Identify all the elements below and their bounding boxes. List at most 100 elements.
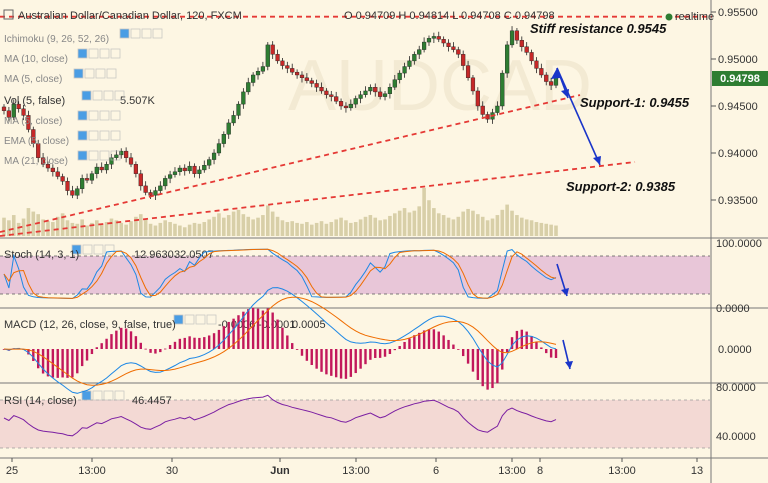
indicator-control-icon[interactable] (88, 48, 99, 59)
indicator-control-icon[interactable] (119, 28, 130, 39)
indicator-control-icon[interactable] (103, 90, 114, 101)
indicator-control-icon[interactable] (77, 48, 88, 59)
volume-bar (554, 225, 558, 236)
stoch-tick-100: 100.0000 (716, 238, 762, 250)
collapse-toggle-icon[interactable] (3, 9, 14, 20)
candle (177, 167, 182, 172)
indicator-control-icon[interactable] (99, 110, 110, 121)
indicator-control-icon[interactable] (152, 28, 163, 39)
volume-bar (490, 218, 495, 236)
volume-bar (21, 218, 26, 236)
indicator-control-icon[interactable] (77, 130, 88, 141)
macd-value-3: 0.0005 (292, 319, 326, 331)
indicator-control-icon[interactable] (77, 150, 88, 161)
candle (270, 44, 275, 55)
ma21-label[interactable]: MA (21, close) (4, 156, 68, 167)
volume-bar (85, 225, 89, 236)
candle (70, 190, 75, 196)
ma10-label[interactable]: MA (10, close) (4, 54, 68, 65)
volume-bar (134, 216, 138, 236)
macd-label[interactable]: MACD (12, 26, close, 9, false, true) (4, 319, 176, 331)
candle (446, 42, 451, 47)
volume-bar (75, 223, 80, 236)
indicator-control-icon[interactable] (99, 48, 110, 59)
indicator-control-icon[interactable] (99, 130, 110, 141)
indicator-control-icon[interactable] (99, 150, 110, 161)
macd-hist-bar (251, 307, 255, 349)
macd-hist-bar (432, 329, 436, 349)
indicator-control-icon[interactable] (104, 244, 115, 255)
price-tick-label: 0.94000 (718, 148, 758, 160)
volume-bar (500, 209, 505, 236)
ma5-label[interactable]: MA (5, close) (4, 74, 62, 85)
indicator-control-icon[interactable] (73, 68, 84, 79)
stoch-label[interactable]: Stoch (14, 3, 1) (4, 249, 79, 261)
macd-hist-bar (295, 349, 299, 350)
indicator-control-icon[interactable] (184, 314, 195, 325)
volume-bar (285, 222, 290, 236)
volume-bar (153, 225, 158, 236)
indicator-control-icon[interactable] (110, 150, 121, 161)
indicator-control-icon[interactable] (77, 110, 88, 121)
time-tick-label: 13:00 (78, 465, 106, 477)
indicator-control-icon[interactable] (110, 130, 121, 141)
candle (1, 106, 7, 111)
volume-bar (451, 219, 456, 236)
indicator-control-icon[interactable] (81, 390, 92, 401)
volume-bar (436, 213, 441, 236)
indicator-control-icon[interactable] (110, 48, 121, 59)
vol-label[interactable]: Vol (5, false) (4, 95, 65, 107)
volume-bar (505, 204, 509, 236)
volume-bar (417, 206, 422, 236)
candle (280, 60, 285, 66)
indicator-control-icon[interactable] (195, 314, 206, 325)
ma-b-label[interactable]: MA (5, close) (4, 116, 62, 127)
macd-hist-bar (36, 349, 40, 369)
volume-bar (251, 219, 255, 236)
candle (202, 165, 207, 171)
macd-hist-bar (27, 349, 30, 355)
time-tick-label: 13:00 (342, 465, 370, 477)
volume-bar (529, 220, 534, 236)
stoch-tick-0: 0.0000 (716, 303, 750, 315)
macd-hist-bar (354, 349, 357, 374)
indicator-control-icon[interactable] (110, 110, 121, 121)
indicator-control-icon[interactable] (130, 28, 141, 39)
indicator-control-icon[interactable] (92, 390, 103, 401)
indicator-control-icon[interactable] (93, 244, 104, 255)
rsi-label[interactable]: RSI (14, close) (4, 395, 77, 407)
volume-bar (407, 212, 412, 236)
candle (60, 176, 65, 182)
indicator-control-icon[interactable] (92, 90, 103, 101)
indicator-control-icon[interactable] (173, 314, 184, 325)
ichimoku-label[interactable]: Ichimoku (9, 26, 52, 26) (4, 34, 109, 45)
candle (329, 94, 334, 97)
indicator-control-icon[interactable] (71, 244, 82, 255)
candle (417, 49, 422, 55)
indicator-control-icon[interactable] (106, 68, 117, 79)
rsi-value: 46.4457 (132, 395, 172, 407)
indicator-control-icon[interactable] (81, 90, 92, 101)
macd-hist-bar (207, 335, 211, 349)
stoch-d-line (3, 248, 557, 299)
indicator-control-icon[interactable] (82, 244, 93, 255)
indicator-control-icon[interactable] (88, 130, 99, 141)
macd-hist-bar (300, 349, 304, 356)
volume-bar (539, 222, 544, 236)
indicator-control-icon[interactable] (84, 68, 95, 79)
macd-hist-bar (193, 337, 196, 349)
ema-label[interactable]: EMA (5, close) (4, 136, 69, 147)
macd-hist-bar (501, 349, 504, 370)
indicator-control-icon[interactable] (141, 28, 152, 39)
indicator-control-icon[interactable] (114, 90, 125, 101)
indicator-control-icon[interactable] (88, 150, 99, 161)
indicator-control-icon[interactable] (88, 110, 99, 121)
indicator-control-icon[interactable] (206, 314, 217, 325)
indicator-control-icon[interactable] (95, 68, 106, 79)
macd-hist-bar (554, 349, 558, 359)
indicator-control-icon[interactable] (103, 390, 114, 401)
macd-hist-bar (222, 326, 226, 349)
candle (246, 82, 251, 93)
indicator-control-icon[interactable] (114, 390, 125, 401)
candle (363, 90, 368, 95)
